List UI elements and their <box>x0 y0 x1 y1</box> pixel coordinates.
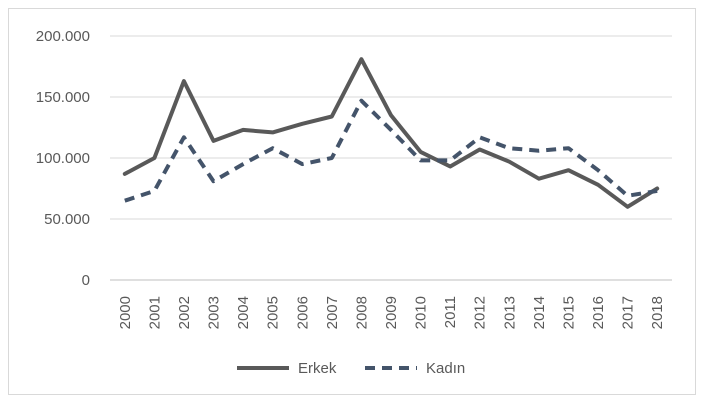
legend-label: Kadın <box>426 360 465 377</box>
series-line-0 <box>122 57 660 209</box>
y-tick-label: 200.000 <box>36 28 90 45</box>
y-tick-label: 100.000 <box>36 150 90 167</box>
x-tick-label: 2015 <box>560 296 577 329</box>
x-tick-label: 2002 <box>176 296 193 329</box>
x-tick-label: 2000 <box>117 296 134 329</box>
y-tick-label: 0 <box>82 272 90 289</box>
series-line-1 <box>124 98 658 203</box>
y-tick-label: 150.000 <box>36 89 90 106</box>
x-tick-label: 2001 <box>146 296 163 329</box>
x-tick-label: 2006 <box>294 296 311 329</box>
legend: Erkek Kadın <box>237 360 465 377</box>
x-axis-tick-labels: 2000 2001 2002 2003 2004 2005 2006 2007 2008 2009… <box>117 296 666 329</box>
x-tick-label: 2012 <box>472 296 489 329</box>
y-tick-label: 50.000 <box>44 211 90 228</box>
legend-label: Erkek <box>298 360 337 377</box>
x-tick-label: 2005 <box>265 296 282 329</box>
series-lines <box>122 57 660 209</box>
x-tick-label: 2013 <box>501 296 518 329</box>
x-tick-label: 2014 <box>531 296 548 329</box>
x-tick-label: 2009 <box>383 296 400 329</box>
x-tick-label: 2008 <box>353 296 370 329</box>
x-tick-label: 2003 <box>206 296 223 329</box>
x-tick-label: 2007 <box>324 296 341 329</box>
x-tick-label: 2004 <box>235 296 252 329</box>
x-tick-label: 2016 <box>590 296 607 329</box>
chart-frame <box>8 8 696 395</box>
y-axis-tick-labels: 0 50.000 100.000 150.000 200.000 <box>36 28 90 289</box>
x-tick-label: 2018 <box>649 296 666 329</box>
x-tick-label: 2011 <box>442 296 459 328</box>
x-tick-label: 2017 <box>620 296 637 329</box>
x-tick-label: 2010 <box>413 296 430 329</box>
